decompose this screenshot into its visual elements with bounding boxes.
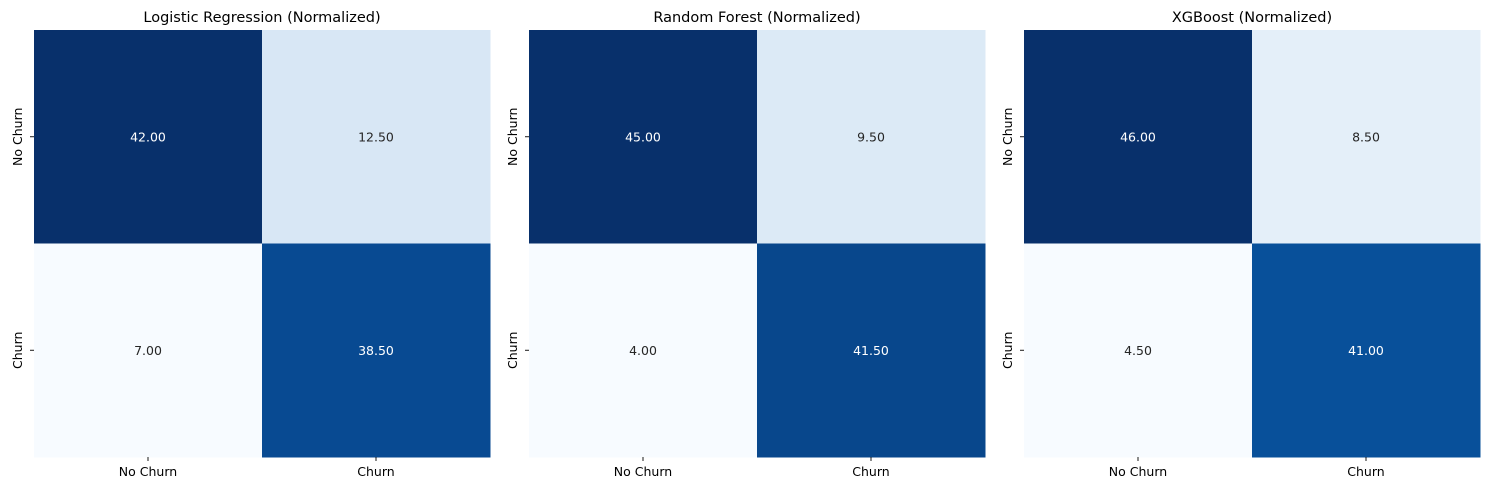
cell-value-label: 38.50: [358, 343, 394, 358]
y-tick-label: Churn: [10, 332, 25, 369]
y-tick-label: No Churn: [505, 108, 520, 166]
y-tick-label: Churn: [505, 332, 520, 369]
heatmap-cell: [1252, 243, 1481, 458]
heatmap-cell: [262, 243, 491, 458]
heatmap-cell: [1024, 30, 1253, 244]
heatmap-cell: [262, 30, 491, 244]
heatmap-cell: [34, 243, 263, 458]
heatmap-cell: [529, 30, 758, 244]
heatmap-cell: [757, 243, 986, 458]
y-tick-label: No Churn: [1000, 108, 1015, 166]
cell-value-label: 4.00: [629, 343, 657, 358]
y-tick-label: Churn: [1000, 332, 1015, 369]
cell-value-label: 12.50: [358, 129, 394, 144]
x-tick-label: No Churn: [1109, 464, 1167, 479]
heatmap-cell: [1024, 243, 1253, 458]
cell-value-label: 41.50: [853, 343, 889, 358]
cell-value-label: 42.00: [130, 129, 166, 144]
cell-value-label: 4.50: [1124, 343, 1152, 358]
cell-value-label: 8.50: [1352, 129, 1380, 144]
x-tick-label: No Churn: [119, 464, 177, 479]
y-tick-label: No Churn: [10, 108, 25, 166]
cell-value-label: 41.00: [1348, 343, 1384, 358]
cell-value-label: 46.00: [1120, 129, 1156, 144]
x-tick-label: Churn: [1347, 464, 1384, 479]
panel-title: Random Forest (Normalized): [653, 10, 860, 26]
cell-value-label: 45.00: [625, 129, 661, 144]
x-tick-label: Churn: [357, 464, 394, 479]
heatmap-cell: [757, 30, 986, 244]
x-tick-label: No Churn: [614, 464, 672, 479]
panel-title: XGBoost (Normalized): [1172, 10, 1332, 26]
panel-title: Logistic Regression (Normalized): [143, 10, 380, 26]
heatmap-cell: [34, 30, 263, 244]
cell-value-label: 7.00: [134, 343, 162, 358]
heatmap-cell: [1252, 30, 1481, 244]
heatmap-cell: [529, 243, 758, 458]
cell-value-label: 9.50: [857, 129, 885, 144]
x-tick-label: Churn: [852, 464, 889, 479]
